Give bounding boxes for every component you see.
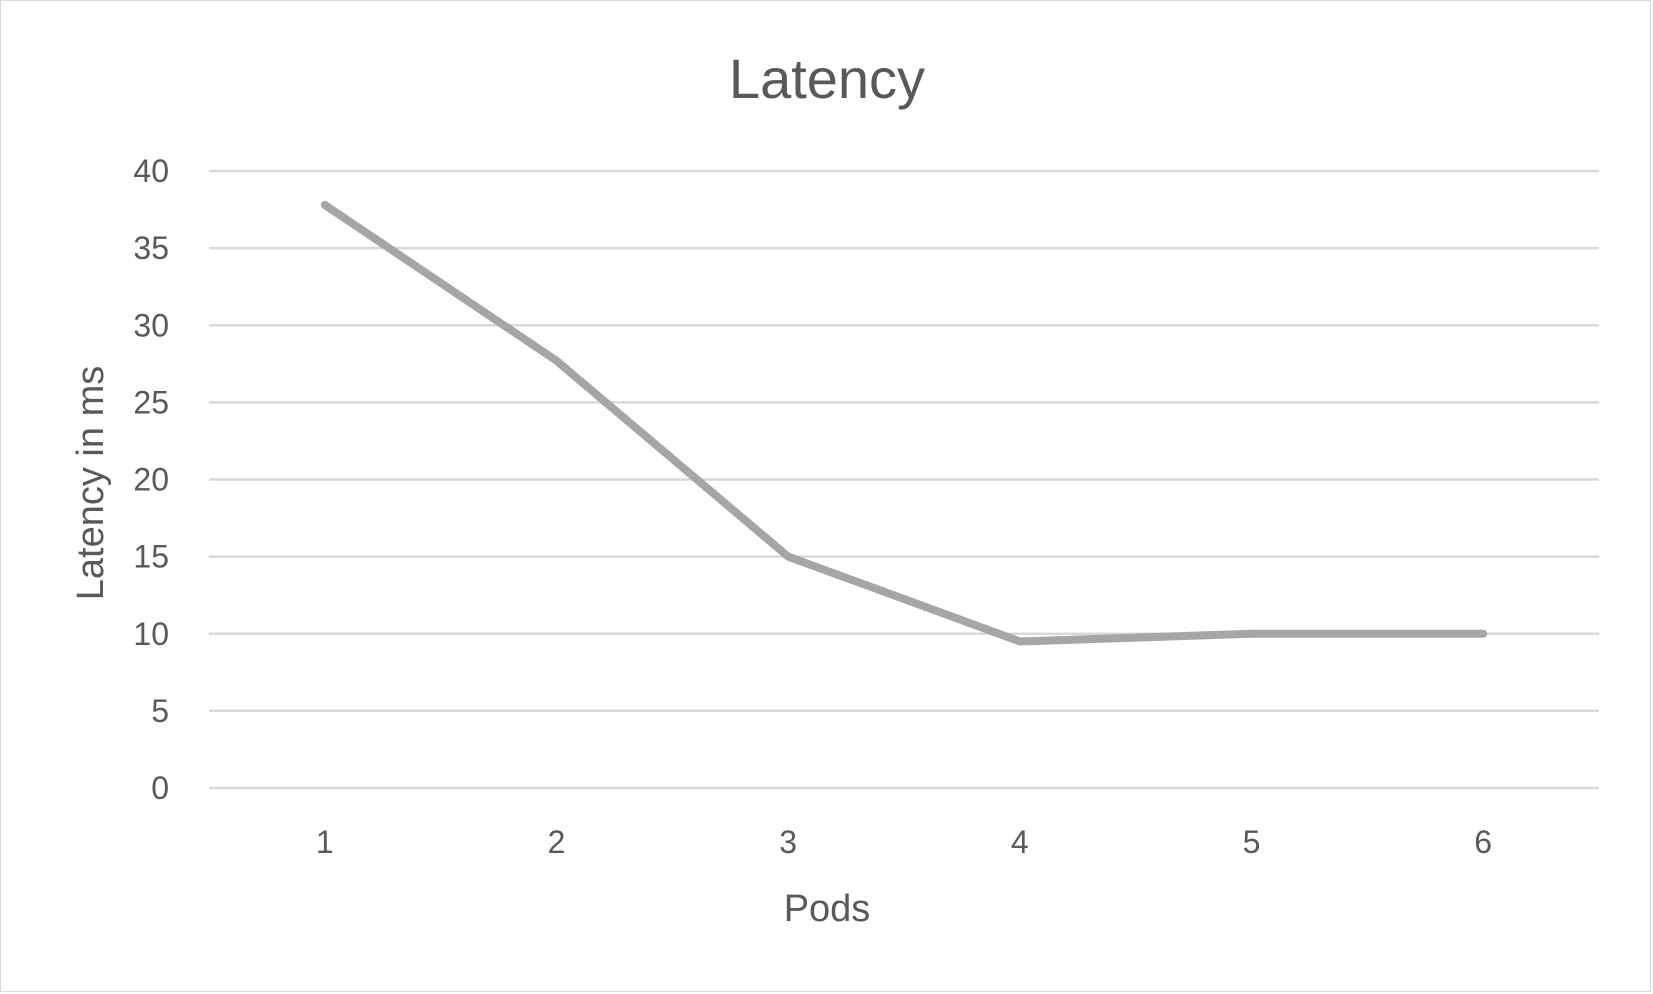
chart-title: Latency — [729, 47, 925, 110]
y-tick-label: 30 — [133, 307, 169, 343]
y-tick-label: 25 — [133, 384, 169, 420]
y-tick-label: 5 — [151, 693, 169, 729]
y-tick-label: 10 — [133, 616, 169, 652]
y-tick-label: 15 — [133, 539, 169, 575]
y-axis-ticks: 0 5 10 15 20 25 30 35 40 — [133, 153, 169, 806]
y-tick-label: 35 — [133, 230, 169, 266]
series-layer — [320, 200, 1488, 646]
x-axis-ticks: 1 2 3 4 5 6 — [316, 824, 1492, 860]
x-axis-label: Pods — [784, 888, 871, 930]
series-line — [320, 200, 1488, 646]
y-axis-label: Latency in ms — [70, 366, 112, 600]
y-tick-label: 40 — [133, 153, 169, 189]
x-tick-label: 5 — [1243, 824, 1261, 860]
y-tick-label: 0 — [151, 770, 169, 806]
x-tick-label: 4 — [1011, 824, 1029, 860]
y-tick-label: 20 — [133, 462, 169, 498]
x-tick-label: 6 — [1474, 824, 1492, 860]
x-tick-label: 2 — [548, 824, 566, 860]
x-tick-label: 3 — [779, 824, 797, 860]
x-tick-label: 1 — [316, 824, 334, 860]
gridlines — [209, 169, 1599, 790]
